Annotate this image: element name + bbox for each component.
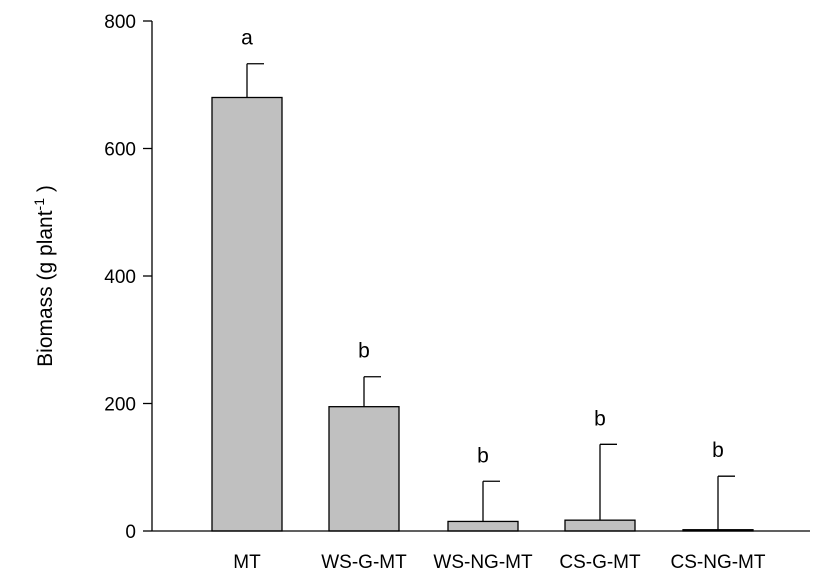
y-tick-label: 200 — [104, 395, 136, 416]
x-category-label: WS-G-MT — [321, 552, 407, 573]
x-category-label: MT — [233, 552, 261, 573]
y-axis-ticks: 0 200 400 600 800 — [104, 12, 152, 543]
y-tick-label: 800 — [104, 12, 136, 33]
significance-label: a — [241, 27, 253, 50]
x-category-label: WS-NG-MT — [433, 552, 533, 573]
bars: a b b b b — [211, 27, 754, 532]
y-tick-label: 600 — [104, 140, 136, 161]
y-axis-title: Biomass (g plant-1 ) — [31, 185, 57, 367]
bar-ws-g-mt — [328, 406, 400, 532]
x-axis-labels: MT WS-G-MT WS-NG-MT CS-G-MT CS-NG-MT — [233, 552, 766, 573]
bar-mt — [211, 96, 283, 532]
x-category-label: CS-NG-MT — [671, 552, 766, 573]
significance-label: b — [358, 340, 370, 363]
y-axis-title-close: ) — [34, 185, 57, 198]
y-axis-title-exponent: -1 — [31, 198, 47, 211]
bar-ws-ng-mt — [447, 520, 519, 532]
bar-cs-g-mt — [564, 519, 636, 532]
x-category-label: CS-G-MT — [559, 552, 641, 573]
significance-label: b — [712, 439, 724, 462]
significance-label: b — [477, 444, 489, 467]
y-tick-label: 0 — [125, 522, 136, 543]
y-axis-title-main: Biomass (g plant — [34, 210, 57, 367]
significance-label: b — [594, 407, 606, 430]
y-tick-label: 400 — [104, 267, 136, 288]
